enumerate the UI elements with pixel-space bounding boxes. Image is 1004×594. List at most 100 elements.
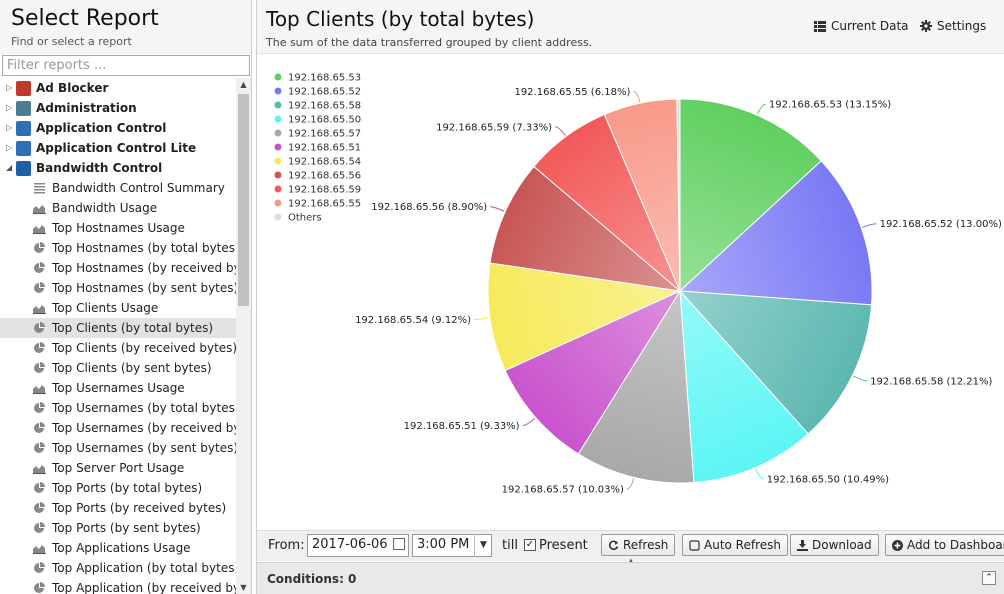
filter-reports-input[interactable] xyxy=(2,55,250,76)
report-item[interactable]: Top Hostnames (by received byt... xyxy=(0,258,236,278)
summary-icon xyxy=(34,183,45,194)
report-item[interactable]: Top Usernames (by sent bytes) xyxy=(0,438,236,458)
legend-item[interactable]: 192.168.65.59 xyxy=(288,185,361,196)
legend-item[interactable]: 192.168.65.51 xyxy=(288,143,361,154)
legend-item[interactable]: 192.168.65.54 xyxy=(288,157,361,168)
report-item[interactable]: Top Clients (by received bytes) xyxy=(0,338,236,358)
legend-marker[interactable] xyxy=(274,73,282,81)
from-time-select[interactable]: 3:00 PM xyxy=(412,534,492,557)
pie-slice-192-168-65-50[interactable] xyxy=(679,289,809,484)
legend-item[interactable]: 192.168.65.56 xyxy=(288,171,361,182)
calendar-icon[interactable] xyxy=(393,538,405,550)
legend-marker[interactable] xyxy=(274,129,282,137)
report-item[interactable]: Bandwidth Usage xyxy=(0,198,236,218)
report-item-label: Top Applications Usage xyxy=(52,541,191,555)
scroll-down-arrow-icon[interactable]: ▼ xyxy=(240,583,247,592)
legend-marker[interactable] xyxy=(274,157,282,165)
collapsed-arrow-icon[interactable]: ▷ xyxy=(6,103,13,112)
legend-marker[interactable] xyxy=(274,171,282,179)
report-item[interactable]: Top Ports (by sent bytes) xyxy=(0,518,236,538)
report-item-label: Top Server Port Usage xyxy=(52,461,185,475)
category-application-control-lite[interactable]: ▷ Application Control Lite xyxy=(0,138,236,158)
pie-chart-icon xyxy=(34,242,45,253)
scroll-up-arrow-icon[interactable]: ▲ xyxy=(240,80,247,89)
collapsed-arrow-icon[interactable]: ▷ xyxy=(6,123,13,132)
report-item[interactable]: Top Application (by received bytes) xyxy=(0,578,236,594)
area-chart-icon xyxy=(33,225,46,234)
pie-data-label: 192.168.65.50 (10.49%) xyxy=(767,474,889,485)
category-ad-blocker[interactable]: ▷ Ad Blocker xyxy=(0,78,236,98)
category-bandwidth-control[interactable]: ◢ Bandwidth Control xyxy=(0,158,236,178)
report-item[interactable]: Top Hostnames Usage xyxy=(0,218,236,238)
settings-label: Settings xyxy=(937,19,987,33)
pie-slice-192-168-65-57[interactable] xyxy=(577,289,695,484)
report-item[interactable]: Top Clients (by sent bytes) xyxy=(0,358,236,378)
scrollbar-thumb[interactable] xyxy=(238,94,249,306)
report-item[interactable]: Top Applications Usage xyxy=(0,538,236,558)
report-item[interactable]: Top Ports (by received bytes) xyxy=(0,498,236,518)
pie-slice-192-168-65-56[interactable] xyxy=(489,165,682,292)
report-item-label: Top Hostnames (by received byt... xyxy=(52,261,236,275)
pie-slice-192-168-65-54[interactable] xyxy=(487,262,682,372)
legend-item[interactable]: 192.168.65.58 xyxy=(288,101,361,112)
pie-slice-192-168-65-52[interactable] xyxy=(678,160,873,306)
chevron-down-icon[interactable]: ▼ xyxy=(474,534,492,557)
legend-marker[interactable] xyxy=(274,199,282,207)
pie-slice-192-168-65-58[interactable] xyxy=(678,290,873,435)
legend-item[interactable]: 192.168.65.52 xyxy=(288,87,361,98)
current-data-button[interactable]: Current Data xyxy=(814,19,909,33)
legend-marker[interactable] xyxy=(274,213,282,221)
pie-data-label: 192.168.65.51 (9.33%) xyxy=(404,421,520,432)
report-item[interactable]: Top Server Port Usage xyxy=(0,458,236,478)
legend-item[interactable]: Others xyxy=(288,213,322,224)
report-item[interactable]: Top Ports (by total bytes) xyxy=(0,478,236,498)
report-item[interactable]: Top Application (by total bytes) xyxy=(0,558,236,578)
collapsed-arrow-icon[interactable]: ▷ xyxy=(6,83,13,92)
report-item[interactable]: Top Usernames (by total bytes) xyxy=(0,398,236,418)
download-button[interactable]: Download xyxy=(790,534,879,556)
report-item[interactable]: Top Usernames Usage xyxy=(0,378,236,398)
pie-slice-192-168-65-51[interactable] xyxy=(504,289,682,455)
report-view-panel: Top Clients (by total bytes) The sum of … xyxy=(256,0,1004,594)
pie-data-label: 192.168.65.58 (12.21%) xyxy=(870,376,992,387)
report-item[interactable]: Bandwidth Control Summary xyxy=(0,178,236,198)
legend-marker[interactable] xyxy=(274,185,282,193)
category-application-control[interactable]: ▷ Application Control xyxy=(0,118,236,138)
splitter-handle[interactable]: ▲ xyxy=(628,557,634,565)
from-date-field[interactable]: 2017-06-06 xyxy=(307,534,409,557)
pie-slice-192-168-65-53[interactable] xyxy=(679,98,822,293)
collapsed-arrow-icon[interactable]: ▷ xyxy=(6,143,13,152)
report-item[interactable]: Top Clients Usage xyxy=(0,298,236,318)
report-item[interactable]: Top Hostnames (by total bytes) xyxy=(0,238,236,258)
legend-item[interactable]: 192.168.65.55 xyxy=(288,199,361,210)
report-item[interactable]: Top Clients (by total bytes) xyxy=(0,318,236,338)
legend-item[interactable]: 192.168.65.57 xyxy=(288,129,361,140)
add-to-dashboard-button[interactable]: Add to Dashboard xyxy=(885,534,1004,556)
report-item[interactable]: Top Usernames (by received bytes) xyxy=(0,418,236,438)
report-item[interactable]: Top Hostnames (by sent bytes) xyxy=(0,278,236,298)
bandwidth-control-icon xyxy=(16,161,31,176)
report-item-label: Top Application (by total bytes) xyxy=(52,561,236,575)
category-administration[interactable]: ▷ Administration xyxy=(0,98,236,118)
legend-marker[interactable] xyxy=(274,101,282,109)
legend-item[interactable]: 192.168.65.53 xyxy=(288,73,361,84)
pie-slice-others[interactable] xyxy=(676,98,681,292)
expanded-arrow-icon[interactable]: ◢ xyxy=(6,163,13,172)
legend-item[interactable]: 192.168.65.50 xyxy=(288,115,361,126)
category-label: Administration xyxy=(36,101,137,115)
auto-refresh-label: Auto Refresh xyxy=(704,538,781,552)
present-checkbox[interactable]: ✓ xyxy=(524,539,536,551)
settings-button[interactable]: Settings xyxy=(920,19,986,33)
refresh-button[interactable]: Refresh xyxy=(601,534,676,556)
application-control-lite-icon xyxy=(16,141,31,156)
pie-chart-icon xyxy=(34,362,45,373)
legend-marker[interactable] xyxy=(274,87,282,95)
report-tree-scrollbar[interactable]: ▲ ▼ xyxy=(236,78,251,594)
report-subtitle: The sum of the data transferred grouped … xyxy=(266,36,593,49)
legend-marker[interactable] xyxy=(274,143,282,151)
data-label-connector xyxy=(862,223,877,228)
pie-chart-icon xyxy=(34,562,45,573)
auto-refresh-button[interactable]: Auto Refresh xyxy=(682,534,788,556)
legend-marker[interactable] xyxy=(274,115,282,123)
expand-conditions-icon[interactable]: ⌃ xyxy=(982,571,996,585)
